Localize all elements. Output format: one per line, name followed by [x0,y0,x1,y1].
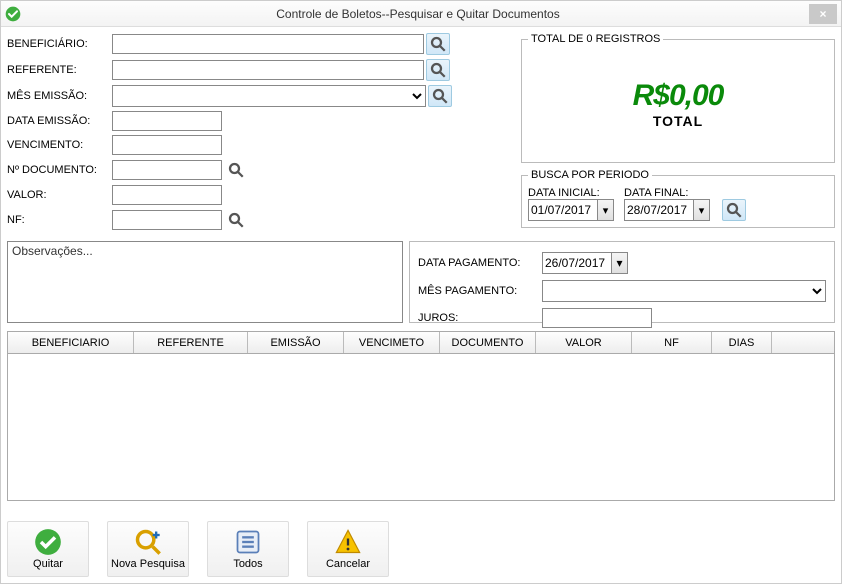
totals-box: TOTAL DE 0 REGISTROS R$0,00 TOTAL [521,33,835,163]
close-button[interactable]: × [809,4,837,24]
referente-search-button[interactable] [426,59,450,81]
data-final-combo[interactable]: ▾ [624,199,710,221]
pagamento-box: DATA PAGAMENTO: ▾ MÊS PAGAMENTO: JUROS: [409,241,835,323]
titlebar: Controle de Boletos--Pesquisar e Quitar … [1,1,841,27]
referente-label: REFERENTE: [7,64,112,76]
todos-label: Todos [233,558,262,570]
grid-column-header[interactable]: DOCUMENTO [440,332,536,353]
vencimento-input[interactable] [112,135,222,155]
body: BENEFICIÁRIO: REFERENTE: MÊS EMISSÃO: [1,27,841,507]
juros-label: JUROS: [418,312,542,324]
nf-search-button[interactable] [224,209,248,231]
check-icon [34,528,62,556]
grid-column-header[interactable]: EMISSÃO [248,332,344,353]
grid-body[interactable] [8,354,834,500]
totals-label: TOTAL [653,113,703,129]
search-icon [431,87,449,105]
beneficiario-search-button[interactable] [426,33,450,55]
data-final-input[interactable] [625,201,693,219]
ok-icon [5,6,21,22]
grid-column-header[interactable]: VALOR [536,332,632,353]
todos-button[interactable]: Todos [207,521,289,577]
periodo-legend: BUSCA POR PERIODO [528,169,652,181]
data-pagamento-input[interactable] [543,254,611,272]
grid-column-header[interactable]: REFERENTE [134,332,248,353]
cancelar-button[interactable]: Cancelar [307,521,389,577]
data-pagamento-combo[interactable]: ▾ [542,252,628,274]
chevron-down-icon[interactable]: ▾ [611,253,627,273]
mes-pagamento-select[interactable] [542,280,826,302]
list-icon [234,528,262,556]
mes-pagamento-label: MÊS PAGAMENTO: [418,285,542,297]
n-documento-label: Nº DOCUMENTO: [7,164,112,176]
search-icon [429,61,447,79]
data-pagamento-label: DATA PAGAMENTO: [418,257,542,269]
nova-pesquisa-button[interactable]: Nova Pesquisa [107,521,189,577]
grid-column-header[interactable]: NF [632,332,712,353]
window: Controle de Boletos--Pesquisar e Quitar … [0,0,842,584]
data-inicial-input[interactable] [529,201,597,219]
results-grid: BENEFICIARIOREFERENTEEMISSÃOVENCIMETODOC… [7,331,835,501]
data-emissao-label: DATA EMISSÃO: [7,115,112,127]
data-final-label: DATA FINAL: [624,187,710,199]
beneficiario-label: BENEFICIÁRIO: [7,38,112,50]
grid-header: BENEFICIARIOREFERENTEEMISSÃOVENCIMETODOC… [8,332,834,354]
mes-emissao-select[interactable] [112,85,426,107]
data-emissao-input[interactable] [112,111,222,131]
search-icon [725,201,743,219]
juros-input[interactable] [542,308,652,328]
valor-label: VALOR: [7,189,112,201]
toolbar: Quitar Nova Pesquisa Todos Cancelar [7,521,389,577]
quitar-label: Quitar [33,558,63,570]
warning-icon [334,528,362,556]
periodo-search-button[interactable] [722,199,746,221]
grid-column-header[interactable]: BENEFICIARIO [8,332,134,353]
valor-input[interactable] [112,185,222,205]
nf-input[interactable] [112,210,222,230]
totals-value: R$0,00 [633,79,724,113]
window-title: Controle de Boletos--Pesquisar e Quitar … [27,7,809,21]
chevron-down-icon[interactable]: ▾ [693,200,709,220]
cancelar-label: Cancelar [326,558,370,570]
beneficiario-input[interactable] [112,34,424,54]
referente-input[interactable] [112,60,424,80]
vencimento-label: VENCIMENTO: [7,139,112,151]
mes-emissao-label: MÊS EMISSÃO: [7,90,112,102]
periodo-box: BUSCA POR PERIODO DATA INICIAL: ▾ DATA F… [521,169,835,228]
n-documento-input[interactable] [112,160,222,180]
mes-emissao-search-button[interactable] [428,85,452,107]
search-icon [429,35,447,53]
totals-legend: TOTAL DE 0 REGISTROS [528,33,663,45]
grid-column-header[interactable]: VENCIMETO [344,332,440,353]
chevron-down-icon[interactable]: ▾ [597,200,613,220]
data-inicial-combo[interactable]: ▾ [528,199,614,221]
search-plus-icon [134,528,162,556]
n-documento-search-button[interactable] [224,159,248,181]
grid-column-header[interactable]: DIAS [712,332,772,353]
data-inicial-label: DATA INICIAL: [528,187,614,199]
search-icon [227,211,245,229]
nova-pesquisa-label: Nova Pesquisa [111,558,185,570]
observacoes-textarea[interactable]: Observações... [7,241,403,323]
nf-label: NF: [7,214,112,226]
quitar-button[interactable]: Quitar [7,521,89,577]
search-icon [227,161,245,179]
